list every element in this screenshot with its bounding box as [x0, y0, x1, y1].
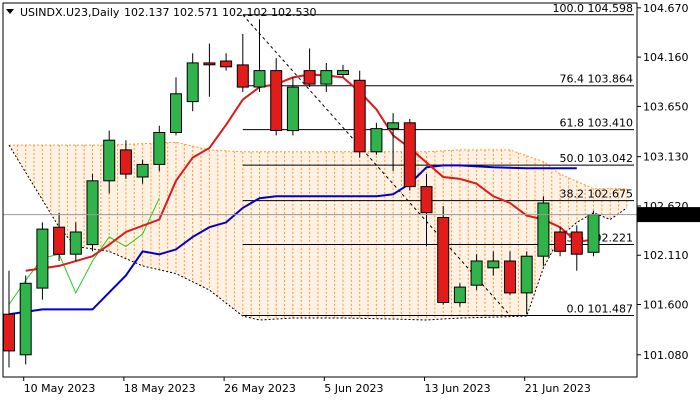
fib-level-label: 100.0 104.598 [553, 2, 633, 15]
candle-bull [253, 70, 266, 88]
candle-bull [186, 62, 199, 103]
candle-bull [470, 260, 483, 286]
candle-bear [236, 64, 249, 88]
candle-bear [270, 70, 283, 131]
y-tick-label: 101.600 [643, 299, 689, 312]
candle-bull [453, 286, 466, 304]
fib-trend-line [242, 14, 511, 316]
fib-level-label: 76.4 103.864 [560, 73, 633, 86]
candle-bull [320, 70, 333, 85]
candles [3, 19, 600, 368]
candle-bear [554, 231, 567, 252]
candle-bear [437, 217, 450, 303]
y-tick-label: 104.670 [643, 2, 689, 15]
x-tick-label: 18 May 2023 [124, 382, 196, 395]
y-tick-label: 103.650 [643, 100, 689, 113]
candle-bull [286, 86, 299, 132]
y-tick-label: 103.130 [643, 151, 689, 164]
symbol-label: USINDX.U23,Daily [20, 6, 120, 19]
candle-bear [420, 186, 433, 214]
fibonacci-levels: 100.0 104.598 76.4 103.864 61.8 103.410 50.… [242, 2, 634, 316]
candle-bull [69, 231, 82, 255]
price-tag-bg [637, 207, 700, 223]
x-tick-label: 26 May 2023 [224, 382, 296, 395]
kijun-line [8, 164, 577, 316]
cloud-bottom-line [8, 144, 628, 321]
candle-bear [220, 60, 233, 68]
candle-bull [170, 93, 182, 134]
candle-bull [86, 180, 99, 246]
candle-bear [403, 122, 416, 188]
candle-bull [387, 122, 400, 130]
candle-bull [370, 128, 383, 153]
x-tick-label: 21 Jun 2023 [525, 382, 591, 395]
candle-bear [203, 62, 216, 66]
candle-bear [504, 260, 516, 294]
candle-bear [570, 231, 583, 255]
y-tick-label: 104.160 [643, 51, 689, 64]
candle-bear [3, 313, 15, 352]
candle-bull [136, 163, 149, 178]
candle-bull [36, 228, 49, 289]
y-tick-label: 101.080 [643, 349, 689, 362]
candle-bear [53, 226, 66, 255]
fib-level-label: 61.8 103.410 [560, 117, 633, 130]
ohlc-label: 102.137 102.571 102.102 102.530 [124, 6, 316, 19]
fib-level-label: 50.0 103.042 [560, 152, 633, 165]
fib-level-label: 38.2 102.675 [560, 188, 633, 201]
candle-bear [353, 79, 366, 153]
candle-bull [337, 70, 349, 75]
candle-bull [520, 255, 533, 294]
candle-bull [153, 132, 166, 165]
cloud-top-line [9, 141, 627, 190]
candle-bear [303, 70, 316, 85]
current-price-tag: 102.530 [637, 207, 700, 223]
dropdown-triangle-icon[interactable] [6, 9, 14, 14]
x-tick-label: 5 Jun 2023 [324, 382, 383, 395]
x-tick-label: 10 May 2023 [24, 382, 96, 395]
candle-bull [537, 202, 550, 257]
plot-frame [2, 2, 638, 378]
candle-bull [103, 139, 116, 182]
y-tick-label: 102.110 [643, 249, 689, 262]
x-tick-label: 13 Jun 2023 [425, 382, 491, 395]
tenkan-line [25, 73, 594, 272]
candle-bear [119, 149, 132, 175]
time-axis: 10 May 2023 18 May 2023 26 May 2023 5 Jun 2… [23, 377, 591, 395]
candle-bull [19, 282, 32, 356]
candle-bull [587, 214, 600, 253]
candle-bull [487, 260, 500, 269]
indicator-lines [8, 73, 594, 316]
fib-level-label: 0.0 101.487 [567, 302, 633, 315]
price-tag-text: 102.530 [643, 209, 689, 222]
